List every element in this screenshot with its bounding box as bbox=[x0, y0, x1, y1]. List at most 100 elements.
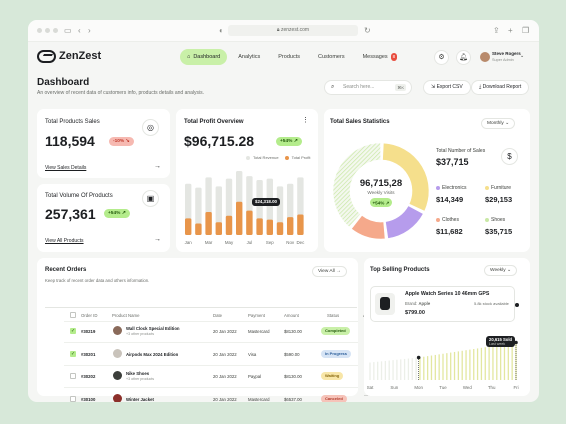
window-minimize-dot[interactable] bbox=[45, 28, 50, 33]
marker-dot[interactable] bbox=[514, 340, 518, 345]
export-icon: ⇲ bbox=[431, 84, 437, 90]
donut-slice-furniture[interactable] bbox=[382, 142, 430, 212]
share-icon[interactable]: ⇪ bbox=[493, 26, 500, 35]
product-name[interactable]: Winter Jacket bbox=[126, 396, 154, 402]
row-actions-menu[interactable]: ··· bbox=[364, 392, 370, 399]
arrow-right-icon[interactable]: → bbox=[154, 236, 161, 243]
notifications-button[interactable]: 🔔︎ bbox=[456, 50, 471, 65]
status-badge: In Progress bbox=[321, 349, 352, 358]
legend-revenue: Total Revenue bbox=[253, 155, 279, 160]
donut-slice-clothes[interactable] bbox=[351, 215, 386, 240]
col-product-name[interactable]: Product Name bbox=[112, 313, 140, 318]
profit-bar[interactable] bbox=[185, 218, 192, 235]
nav-dashboard[interactable]: ⌂ Dashboard bbox=[180, 49, 228, 65]
col-payment[interactable]: Payment bbox=[248, 313, 265, 318]
order-payment: Mastercard bbox=[248, 329, 270, 334]
back-icon[interactable]: ‹ bbox=[78, 26, 81, 35]
window-maximize-dot[interactable] bbox=[53, 28, 58, 33]
user-role: Super Admin bbox=[492, 58, 514, 62]
row-checkbox[interactable] bbox=[70, 395, 76, 402]
new-tab-icon[interactable]: + bbox=[508, 26, 513, 35]
donut-change-text: +54% ↗ bbox=[372, 200, 389, 205]
arrow-right-icon[interactable]: → bbox=[154, 163, 161, 170]
search-input[interactable]: ⌕ Search here... ⌘K bbox=[324, 80, 412, 95]
tabs-overview-icon[interactable]: ❐ bbox=[522, 26, 530, 35]
chevron-down-icon: ⌄ bbox=[505, 268, 511, 273]
x-tick-label: Sep bbox=[266, 240, 274, 245]
products-volume-card: Total Volume Of Products ▣ 257,361 +54% … bbox=[37, 184, 170, 252]
profit-bar[interactable] bbox=[195, 223, 202, 235]
forward-icon[interactable]: › bbox=[88, 26, 91, 35]
row-checkbox[interactable] bbox=[70, 373, 76, 379]
product-name[interactable]: Nike Shoes bbox=[126, 371, 150, 376]
profit-value: $96,715.28 bbox=[184, 133, 255, 149]
nav-products[interactable]: Products bbox=[271, 49, 307, 65]
row-checkbox[interactable]: ✓ bbox=[70, 328, 76, 334]
profit-bar[interactable] bbox=[266, 219, 273, 235]
swatch bbox=[436, 186, 440, 190]
privacy-icon[interactable]: ◐ bbox=[219, 26, 224, 35]
sales-change-badge: -10% ↘ bbox=[109, 137, 134, 146]
box-icon[interactable]: ▣ bbox=[142, 190, 159, 207]
carousel-dot[interactable] bbox=[515, 303, 519, 307]
period-value: Weekly bbox=[490, 268, 506, 273]
product-name: Apple Watch Series 10 46mm GPS bbox=[405, 291, 490, 297]
stat-name: Electronics bbox=[442, 185, 467, 191]
revenue-bar[interactable] bbox=[195, 187, 202, 235]
address-bar[interactable]: 🔒︎ zenzest.com bbox=[228, 25, 358, 36]
brand-name[interactable]: ZenZest bbox=[59, 50, 102, 62]
sidebar-toggle-icon[interactable]: ▭ bbox=[64, 26, 72, 35]
export-csv-button[interactable]: ⇲ Export CSV bbox=[423, 80, 471, 95]
order-date: 20 Jan 2022 bbox=[213, 396, 237, 402]
profit-bar[interactable] bbox=[236, 201, 243, 235]
view-all-orders-button[interactable]: View All → bbox=[312, 266, 347, 277]
profit-bar[interactable] bbox=[287, 217, 294, 235]
dollar-icon[interactable]: $ bbox=[501, 148, 518, 165]
table-divider bbox=[64, 364, 358, 366]
profit-bar[interactable] bbox=[215, 222, 222, 235]
order-amount: $590.00 bbox=[284, 351, 300, 357]
donut-slice-shoes[interactable] bbox=[332, 142, 381, 228]
settings-button[interactable]: ⚙ bbox=[434, 50, 449, 65]
period-select[interactable]: Monthly ⌄ bbox=[481, 118, 516, 129]
swatch bbox=[436, 218, 440, 222]
select-all-checkbox[interactable]: – bbox=[70, 312, 76, 318]
target-icon[interactable]: ◎ bbox=[142, 119, 159, 136]
chevron-down-icon[interactable]: ⌄ bbox=[520, 53, 525, 59]
avatar[interactable] bbox=[480, 52, 490, 62]
logo-icon[interactable] bbox=[37, 50, 56, 63]
gear-icon: ⚙ bbox=[438, 54, 445, 61]
row-checkbox[interactable]: ✓ bbox=[70, 350, 76, 357]
nav-customers[interactable]: Customers bbox=[311, 49, 352, 65]
product-name[interactable]: Airpods Max 2024 Edition bbox=[126, 351, 179, 357]
profit-overview-card: Total Profit Overview ⋮ $96,715.28 +54% … bbox=[176, 109, 318, 252]
profit-bar[interactable] bbox=[256, 218, 263, 235]
download-report-button[interactable]: ⤓ Download Report bbox=[471, 80, 530, 95]
profit-bar[interactable] bbox=[225, 215, 233, 235]
more-vertical-icon[interactable]: ⋮ bbox=[302, 117, 309, 124]
view-products-link[interactable]: View All Products bbox=[45, 238, 84, 244]
profit-bar[interactable] bbox=[276, 222, 284, 235]
col-status[interactable]: Status bbox=[327, 313, 340, 318]
nav-messages[interactable]: Messages 8 bbox=[356, 49, 405, 65]
featured-product[interactable]: Apple Watch Series 10 46mm GPS Brand: Ap… bbox=[370, 286, 515, 322]
donut-slice-electronics[interactable] bbox=[385, 205, 424, 239]
x-tick-label: Wed bbox=[463, 385, 473, 390]
top-selling-period-select[interactable]: Weekly ⌄ bbox=[484, 265, 517, 276]
profit-bar[interactable] bbox=[205, 211, 212, 235]
browser-toolbar: ▭ ‹ › ◐ 🔒︎ zenzest.com ↻ ⇪ + ❐ bbox=[28, 20, 539, 42]
table-divider bbox=[64, 387, 358, 388]
x-tick-label: Dec bbox=[296, 240, 305, 245]
window-close-dot[interactable] bbox=[37, 28, 42, 33]
user-name[interactable]: Steve Rogers bbox=[492, 51, 521, 56]
marker-dot[interactable] bbox=[416, 355, 421, 360]
nav-analytics[interactable]: Analytics bbox=[231, 49, 267, 65]
product-name[interactable]: Wall Clock Special Edition bbox=[126, 326, 180, 331]
profit-bar[interactable] bbox=[246, 210, 253, 235]
profit-bar[interactable] bbox=[297, 214, 304, 235]
col-amount[interactable]: Amount bbox=[284, 313, 299, 318]
col-date[interactable]: Date bbox=[213, 313, 223, 318]
reload-icon[interactable]: ↻ bbox=[364, 26, 371, 35]
view-sales-link[interactable]: View Sales Details bbox=[45, 165, 87, 171]
col-order-id[interactable]: Order ID bbox=[81, 313, 98, 318]
